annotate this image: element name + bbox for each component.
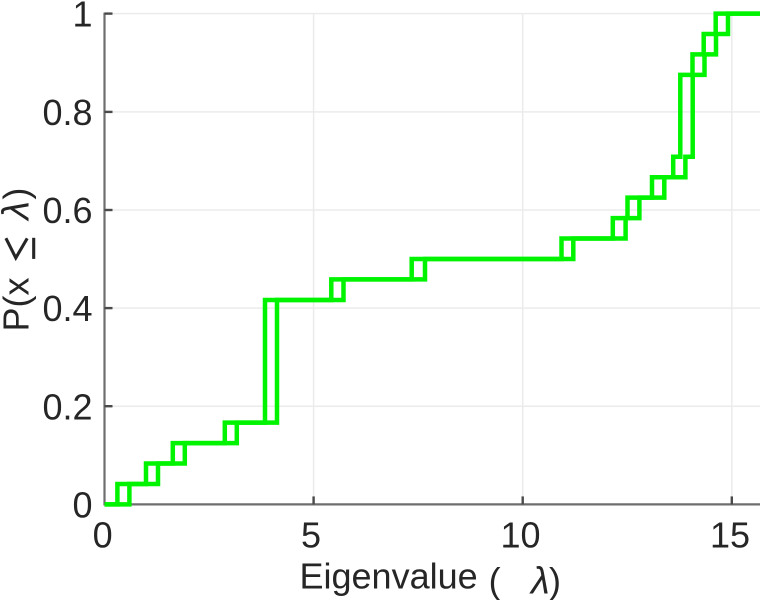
- svg-text:P(x: P(x: [0, 278, 37, 332]
- svg-text:λ: λ: [529, 561, 550, 600]
- svg-text:): ): [549, 560, 561, 600]
- svg-text:λ): λ): [0, 188, 38, 222]
- svg-text:0: 0: [93, 514, 113, 555]
- svg-text:0: 0: [72, 485, 92, 526]
- svg-text:0.4: 0.4: [42, 288, 92, 329]
- svg-text:1: 1: [72, 0, 92, 35]
- svg-text:0.8: 0.8: [42, 92, 92, 133]
- svg-text:0.2: 0.2: [42, 386, 92, 427]
- svg-text:5: 5: [301, 514, 321, 555]
- svg-text:10: 10: [500, 514, 540, 555]
- svg-text:0.6: 0.6: [42, 190, 92, 231]
- svg-text:15: 15: [710, 514, 750, 555]
- svg-text:(: (: [489, 560, 501, 600]
- svg-text:Eigenvalue: Eigenvalue: [300, 556, 478, 597]
